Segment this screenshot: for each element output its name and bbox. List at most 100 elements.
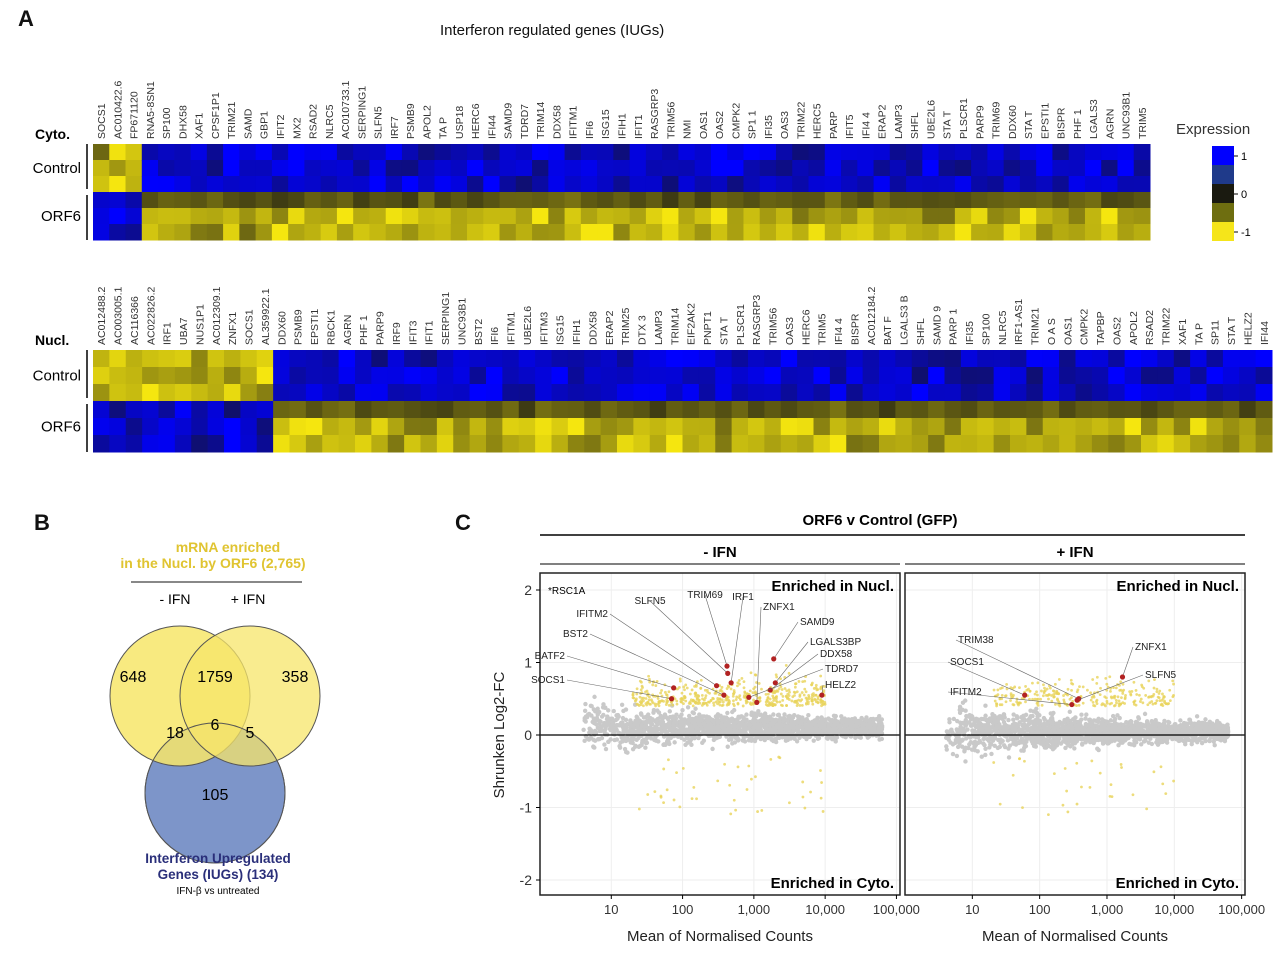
background-point [1068, 738, 1073, 744]
heatmap-cell [678, 192, 696, 209]
heatmap-cell [420, 367, 438, 385]
heatmap-cell [385, 144, 403, 161]
heatmap-cell [436, 418, 454, 436]
background-point [1070, 717, 1076, 722]
heatmap-cell [142, 367, 159, 385]
enriched-point [754, 775, 757, 779]
gene-label: UBA7 [178, 317, 190, 345]
heatmap-cell [453, 384, 471, 402]
heatmap-cell [535, 350, 552, 368]
heatmap-cell [649, 401, 667, 419]
heatmap-cell [240, 367, 258, 385]
heatmap-cell [1141, 435, 1158, 453]
heatmap-cell [434, 208, 452, 225]
heatmap-cell [960, 367, 978, 385]
background-point [749, 710, 754, 715]
heatmap-cell [584, 384, 602, 402]
heatmap-cell [1059, 401, 1076, 419]
background-point [1222, 738, 1228, 744]
background-point [1194, 714, 1200, 719]
gene-label: IFI35 [964, 321, 976, 345]
heatmap-cell [1091, 435, 1109, 453]
enriched-point [792, 690, 796, 694]
label-leader [770, 653, 819, 691]
enriched-point [662, 767, 666, 771]
background-point [855, 730, 860, 735]
heatmap-cell [518, 367, 536, 385]
heatmap-cell [564, 160, 582, 177]
enriched-point [699, 687, 703, 690]
background-point [837, 724, 843, 729]
heatmap-cell [453, 435, 471, 453]
panel-a-letter: A [18, 6, 34, 31]
heatmap-cell [1010, 435, 1027, 453]
heatmap-cell [515, 176, 533, 193]
background-point [1011, 717, 1016, 722]
heatmap-cell [759, 224, 777, 241]
background-point [690, 710, 695, 715]
background-point [1072, 746, 1077, 751]
heatmap-cell [174, 367, 192, 385]
heatmap-cell [633, 384, 651, 402]
heatmap-cell [1124, 384, 1142, 402]
gene-label: ISG15 [555, 315, 567, 345]
gene-label: AGRN [342, 315, 354, 345]
heatmap-cell [580, 144, 598, 161]
enriched-point [729, 812, 733, 816]
heatmap-cell [698, 435, 716, 453]
heatmap-cell [551, 367, 569, 385]
heatmap-cell [93, 144, 110, 161]
enriched-point [773, 703, 777, 707]
annotation-cyto: Enriched in Cyto. [771, 875, 894, 892]
heatmap-cell [320, 144, 338, 161]
heatmap-cell [682, 384, 700, 402]
heatmap-cell [322, 435, 340, 453]
heatmap-cell [483, 144, 501, 161]
heatmap-cell [617, 350, 634, 368]
gene-label: TRIM56 [665, 102, 677, 140]
heatmap-cell [93, 176, 110, 193]
heatmap-cell [694, 160, 712, 177]
background-point [756, 708, 761, 714]
gene-label: SERPING1 [356, 86, 368, 139]
gene-label: AC003005.1 [113, 286, 125, 345]
background-point [741, 715, 746, 720]
heatmap-cell [727, 208, 744, 225]
highlight-point [724, 663, 730, 669]
heatmap-cell [954, 176, 972, 193]
heatmap-cell [567, 418, 585, 436]
heatmap-cell [551, 435, 569, 453]
enriched-point [756, 810, 759, 813]
gene-label: RBCK1 [325, 310, 337, 345]
gene-label: XAF1 [194, 113, 206, 139]
heatmap-cell [710, 208, 728, 225]
background-point [612, 728, 617, 734]
label-leader [589, 633, 725, 696]
heatmap-cell [971, 192, 988, 209]
background-point [671, 723, 676, 728]
background-point [598, 724, 604, 729]
enriched-point [667, 690, 671, 694]
gene-label: PHF 1 [1072, 109, 1084, 139]
gene-label: IFI6 [584, 121, 596, 139]
heatmap-cell [922, 160, 940, 177]
facet-title: - IFN [703, 544, 736, 561]
heatmap-cell [862, 401, 880, 419]
heatmap-cell [125, 435, 143, 453]
heatmap-cell [808, 176, 826, 193]
heatmap-cell [387, 401, 405, 419]
heatmap-cell [775, 192, 793, 209]
enriched-point [709, 699, 713, 702]
heatmap-cell [434, 176, 452, 193]
heatmap-cell [304, 160, 322, 177]
background-point [1083, 716, 1088, 721]
heatmap-cell [418, 160, 435, 177]
highlight-point [728, 680, 734, 686]
highlight-point [671, 685, 677, 691]
panel-c-title: ORF6 v Control (GFP) [803, 512, 958, 529]
background-point [615, 712, 621, 718]
heatmap-cell [174, 192, 192, 209]
heatmap-cell [434, 224, 452, 241]
gene-annotation: SOCS1 [531, 675, 565, 686]
enriched-point [727, 702, 731, 705]
